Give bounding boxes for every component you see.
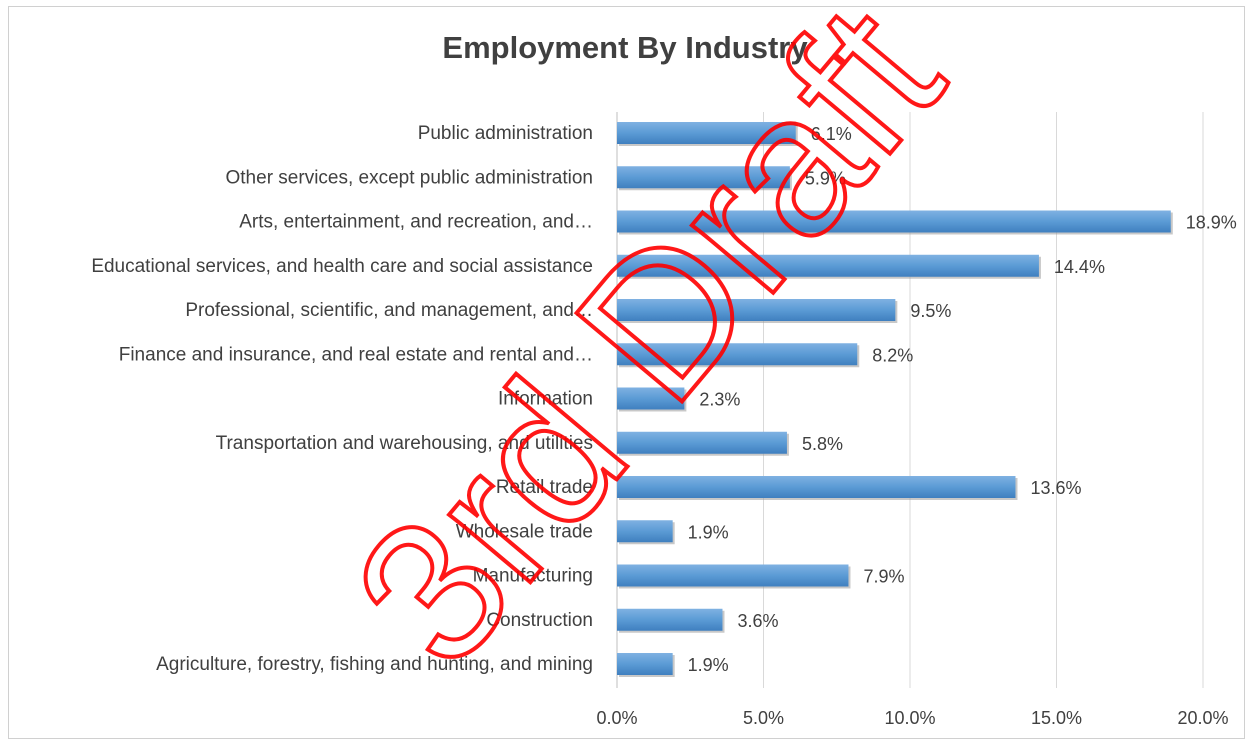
data-label: 5.9% [805, 168, 846, 188]
category-label: Other services, except public administra… [226, 167, 594, 188]
x-tick-label: 10.0% [884, 708, 935, 728]
category-label: Construction [486, 610, 593, 631]
x-tick-label: 5.0% [743, 708, 784, 728]
category-label: Agriculture, forestry, fishing and hunti… [156, 654, 593, 675]
data-label: 3.6% [737, 611, 778, 631]
bar [617, 431, 787, 454]
data-label: 6.1% [811, 124, 852, 144]
data-label: 7.9% [863, 567, 904, 587]
category-label: Information [498, 389, 593, 410]
bar [617, 254, 1039, 277]
data-label: 9.5% [910, 301, 951, 321]
data-label: 13.6% [1030, 478, 1081, 498]
bar [617, 476, 1016, 498]
bar [617, 210, 1171, 233]
bar [617, 520, 673, 543]
bar [617, 564, 849, 587]
category-label: Transportation and warehousing, and util… [216, 433, 593, 454]
bar [617, 387, 685, 410]
data-label: 2.3% [699, 390, 740, 410]
data-label: 14.4% [1054, 257, 1105, 277]
data-label: 8.2% [872, 345, 913, 365]
data-label: 1.9% [688, 522, 729, 542]
category-label: Arts, entertainment, and recreation, and… [239, 212, 593, 233]
bar [617, 653, 673, 675]
bar [617, 299, 896, 321]
category-label: Manufacturing [473, 566, 593, 587]
x-tick-label: 0.0% [596, 708, 637, 728]
category-label: Finance and insurance, and real estate a… [119, 344, 593, 365]
category-label: Wholesale trade [456, 521, 593, 542]
chart-title: Employment By Industry [442, 30, 808, 65]
bar [617, 122, 796, 144]
category-label: Retail trade [496, 477, 593, 498]
data-label: 1.9% [688, 655, 729, 675]
x-tick-label: 20.0% [1177, 708, 1228, 728]
category-label: Educational services, and health care an… [91, 256, 593, 277]
data-label: 5.8% [802, 434, 843, 454]
data-label: 18.9% [1186, 213, 1237, 233]
x-tick-label: 15.0% [1031, 708, 1082, 728]
category-label: Public administration [418, 123, 593, 144]
bar [617, 343, 858, 366]
bar [617, 166, 790, 189]
bar [617, 608, 723, 631]
category-label: Professional, scientific, and management… [185, 300, 593, 321]
